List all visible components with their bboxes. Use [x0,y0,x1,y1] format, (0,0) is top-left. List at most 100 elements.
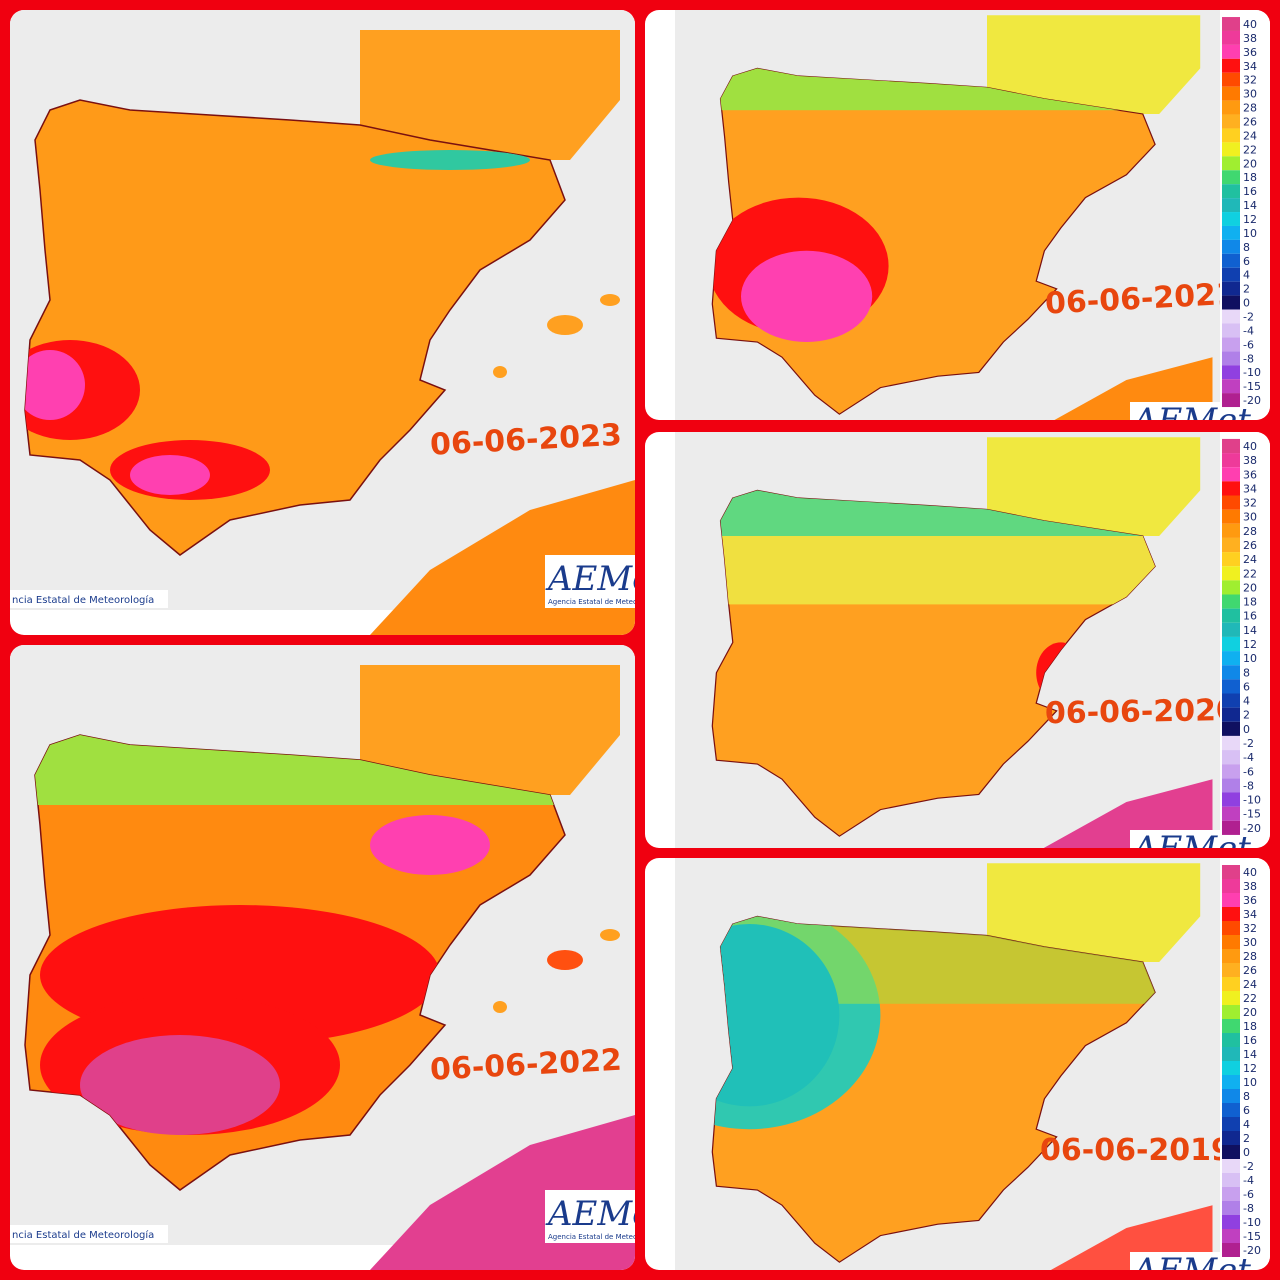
legend-label: 14 [1243,199,1257,212]
legend-swatch [1222,379,1240,394]
legend-swatch [1222,309,1240,324]
legend-swatch [1222,679,1240,694]
legend-swatch [1222,1159,1240,1173]
map: 06-06-2022 ncia Estatal de Meteorología … [10,645,635,1270]
legend-label: -6 [1243,1188,1254,1201]
legend-swatch [1222,792,1240,807]
legend-swatch [1222,622,1240,637]
legend-swatch [1222,721,1240,736]
legend-label: 6 [1243,1104,1250,1117]
legend-swatch [1222,17,1240,31]
logo: AEMet [1130,1251,1251,1270]
map: 06-06-2019 40383634323028262422201816141… [675,858,1270,1270]
legend-swatch [1222,552,1240,567]
map-panel: 06-06-2022 ncia Estatal de Meteorología … [10,645,635,1270]
legend-swatch [1222,212,1240,226]
legend-label: 6 [1243,255,1250,268]
legend-swatch [1222,1019,1240,1033]
legend-swatch [1222,198,1240,213]
legend-label: 26 [1243,116,1257,129]
legend-swatch [1222,806,1240,821]
legend-swatch [1222,594,1240,609]
legend-swatch [1222,184,1240,199]
legend-label: 4 [1243,1118,1250,1131]
legend-swatch [1222,636,1240,652]
legend-label: 22 [1243,992,1257,1005]
legend-swatch [1222,750,1240,765]
legend-label: 10 [1243,1076,1257,1089]
legend-swatch [1222,1187,1240,1201]
legend-swatch [1222,72,1240,87]
legend-label: 18 [1243,1020,1257,1033]
legend-swatch [1222,323,1240,338]
legend-swatch [1222,1145,1240,1159]
legend-swatch [1222,1173,1240,1187]
logo: AEMet [545,1194,635,1234]
legend-label: 4 [1243,695,1250,708]
legend-label: 34 [1243,908,1257,921]
legend-label: 36 [1243,46,1257,59]
map: 06-06-2020 40383634323028262422201816141… [675,432,1270,848]
legend-label: 20 [1243,157,1257,170]
legend-swatch [1222,1243,1240,1257]
legend-label: 24 [1243,553,1257,566]
legend-swatch [1222,393,1240,408]
legend-swatch [1222,778,1240,793]
legend-label: -2 [1243,737,1254,750]
legend-swatch [1222,1005,1240,1019]
legend-label: -6 [1243,765,1254,778]
legend-label: -4 [1243,751,1254,764]
legend-label: 0 [1243,723,1250,736]
legend-label: 10 [1243,652,1257,665]
legend-label: 40 [1243,18,1257,31]
legend-swatch [1222,365,1240,380]
legend-label: 38 [1243,880,1257,893]
legend-swatch [1222,1089,1240,1103]
legend-label: 36 [1243,894,1257,907]
map-panel: 06-06-2020 40 38 36 34 32 30 28 26 24 22 20 18 16 14 1… [645,432,1270,848]
legend-swatch [1222,735,1240,751]
legend-swatch [1222,580,1240,595]
legend-label: 28 [1243,950,1257,963]
legend-swatch [1222,467,1240,482]
legend-swatch [1222,1103,1240,1117]
legend: 4038363432302826242220181614121086420-2-… [1130,858,1270,1270]
legend-swatch [1222,481,1240,496]
legend-swatch [1222,351,1240,366]
legend-swatch [1222,295,1240,310]
legend-swatch [1222,128,1240,143]
legend-label: 34 [1243,482,1257,495]
legend-swatch [1222,1201,1240,1215]
legend-swatch [1222,156,1240,171]
legend-label: 26 [1243,539,1257,552]
legend-label: 22 [1243,143,1257,156]
date-label: 06-06-2020 [1045,693,1237,731]
legend-swatch [1222,949,1240,963]
legend-label: 24 [1243,978,1257,991]
logo-background [1130,402,1220,420]
legend: 4038363432302826242220181614121086420-2-… [1130,10,1270,420]
legend-swatch [1222,921,1240,935]
legend-swatch [1222,225,1240,240]
logo-subtitle: Agencia Estatal de Meteorología [548,1233,635,1241]
legend-swatch [1222,170,1240,185]
legend-label: 38 [1243,32,1257,45]
legend-swatch [1222,977,1240,991]
legend-swatch [1222,893,1240,907]
legend-label: 28 [1243,525,1257,538]
legend-label: 12 [1243,213,1257,226]
legend-label: 32 [1243,497,1257,510]
legend-label: 16 [1243,185,1257,198]
legend-swatch [1222,453,1240,468]
legend-label: 30 [1243,511,1257,524]
legend-label: 16 [1243,610,1257,623]
legend-label: 14 [1243,624,1257,637]
legend-swatch [1222,665,1240,680]
legend-label: -4 [1243,1174,1254,1187]
legend-swatch [1222,1117,1240,1131]
legend-swatch [1222,523,1240,538]
legend-label: 24 [1243,129,1257,142]
legend-label: -2 [1243,311,1254,324]
legend-swatch [1222,820,1240,835]
legend-label: 30 [1243,936,1257,949]
